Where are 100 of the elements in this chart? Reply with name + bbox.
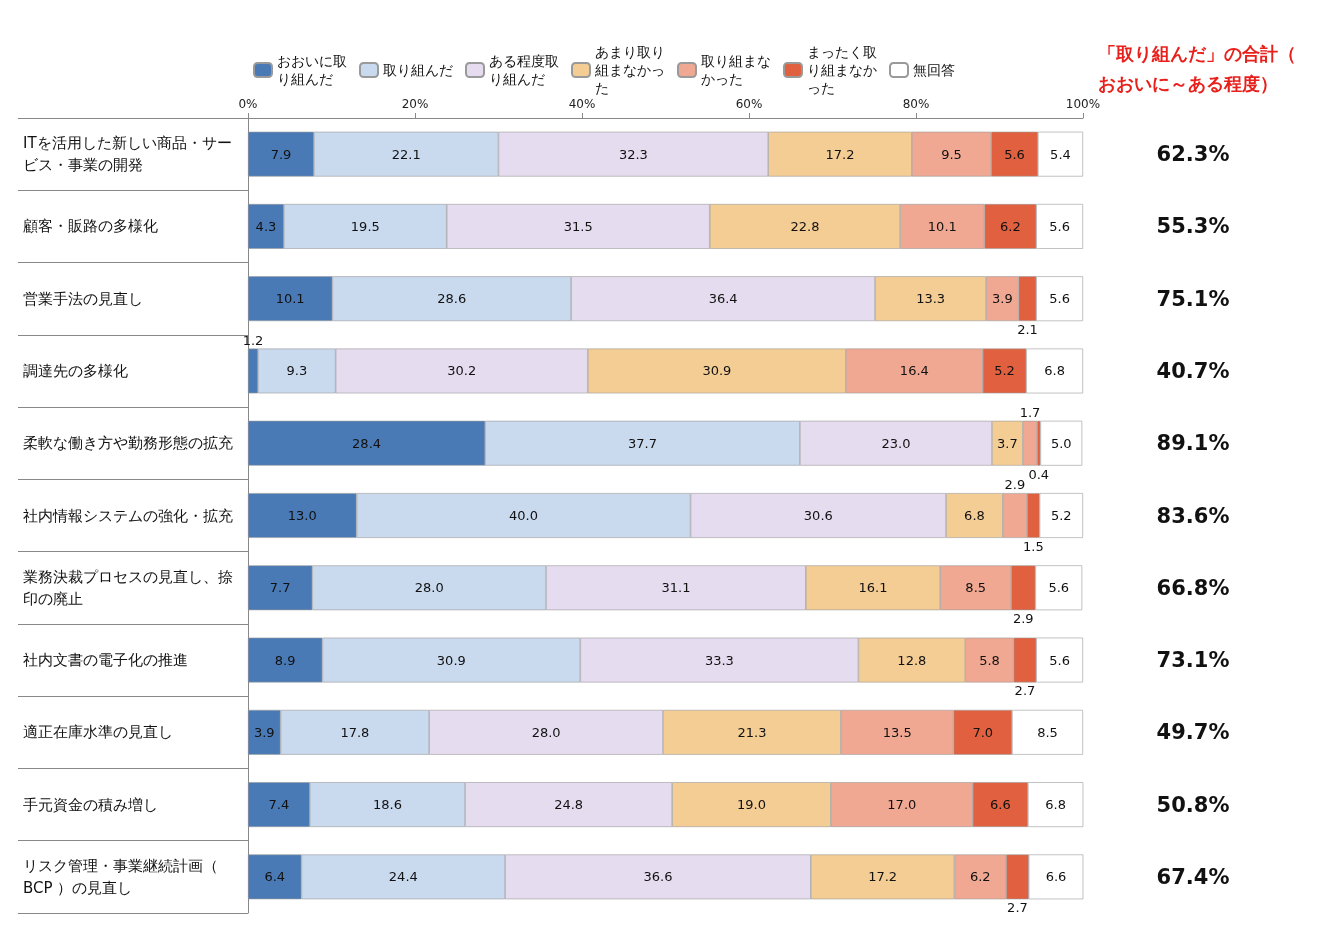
data-label: 0.4 [1028, 466, 1050, 482]
data-label: 7.9 [270, 146, 292, 162]
data-label: 5.2 [994, 363, 1015, 379]
data-label: 7.0 [972, 724, 994, 740]
y-tick-label: 社内文書の電子化の推進 [23, 651, 188, 670]
data-label: 21.3 [737, 724, 767, 740]
legend-label: まったく取り組まなかった [807, 44, 877, 96]
text: 62.3% [1156, 142, 1230, 167]
data-label: 5.6 [1049, 652, 1070, 668]
data-label: 32.3 [618, 146, 648, 162]
bar [1040, 420, 1083, 466]
y-tick-label: 手元資金の積み増し [23, 795, 158, 814]
data-label: 3.7 [997, 435, 1018, 451]
x-tick-label: 100% [1065, 97, 1101, 111]
data-label: 22.1 [391, 146, 421, 162]
data-label: 3.9 [253, 724, 275, 740]
data-label: 28.4 [352, 435, 382, 451]
data-label: 24.4 [388, 869, 418, 885]
text: 66.8% [1156, 575, 1230, 600]
data-label: 5.6 [1004, 146, 1025, 162]
data-label: 22.8 [790, 218, 820, 234]
data-label: 6.8 [1045, 797, 1066, 813]
data-label: 30.9 [436, 652, 466, 668]
text: 50.8% [1156, 792, 1230, 817]
data-label: 8.5 [965, 580, 987, 596]
data-label: 13.3 [916, 291, 946, 307]
data-label: 6.8 [964, 508, 985, 523]
text: 40.7% [1156, 358, 1230, 383]
data-label: 5.0 [1050, 435, 1072, 451]
data-label: 30.9 [702, 363, 732, 379]
text: 73.1% [1156, 648, 1230, 673]
y-tick-label: リスク管理・事業継続計画（BCP ）の見直し [23, 856, 218, 897]
legend-label: 取り組まなかった [701, 53, 771, 87]
data-label: 5.6 [1049, 218, 1070, 234]
data-label: 13.0 [287, 508, 317, 523]
data-label: 5.4 [1050, 146, 1071, 162]
data-label: 2.7 [1014, 683, 1036, 699]
data-label: 28.0 [414, 580, 444, 596]
data-label: 7.7 [269, 580, 291, 596]
data-label: 30.6 [803, 508, 833, 523]
legend-label: おおいに取り組んだ [277, 53, 347, 87]
data-label: 5.8 [979, 652, 1000, 668]
data-label: 3.9 [992, 291, 1013, 307]
data-label: 31.1 [661, 580, 691, 596]
data-label: 17.2 [868, 869, 898, 885]
data-label: 1.2 [242, 332, 264, 348]
data-label: 6.6 [1045, 869, 1067, 885]
data-label: 13.5 [882, 724, 912, 740]
y-tick-label: 調達先の多様化 [23, 361, 128, 380]
text: 89.1% [1156, 431, 1230, 456]
data-label: 36.6 [643, 869, 673, 885]
data-label: 1.5 [1022, 538, 1044, 554]
legend-label: ある程度取り組んだ [489, 53, 559, 87]
y-tick-label: 柔軟な働き方や勤務形態の拡充 [23, 434, 233, 453]
data-label: 2.9 [1012, 611, 1034, 627]
x-tick-label: 80% [902, 97, 930, 111]
x-tick-label: 0% [238, 97, 258, 111]
data-label: 40.0 [509, 508, 539, 523]
data-label: 6.2 [969, 869, 991, 885]
data-label: 6.4 [264, 869, 286, 885]
data-label: 2.7 [1007, 900, 1028, 916]
legend-label: 無回答 [913, 62, 955, 78]
text: 75.1% [1156, 286, 1230, 311]
x-tick-label: 40% [568, 97, 596, 111]
data-label: 2.1 [1017, 322, 1038, 338]
data-label: 16.1 [858, 580, 888, 596]
data-label: 28.6 [437, 291, 467, 307]
data-label: 28.0 [531, 724, 561, 740]
legend-label: 取り組んだ [383, 62, 453, 78]
y-tick-label: ITを活用した新しい商品・サービス・事業の開発 [23, 134, 232, 175]
y-tick-label: 営業手法の見直し [23, 289, 143, 308]
y-tick-label: 社内情報システムの強化・拡充 [23, 506, 233, 525]
data-label: 17.8 [340, 724, 370, 740]
text: 49.7% [1156, 720, 1230, 745]
data-label: 36.4 [708, 291, 738, 307]
data-label: 6.2 [1000, 218, 1021, 234]
data-label: 17.2 [825, 146, 855, 162]
data-label: 23.0 [881, 435, 911, 451]
data-label: 5.6 [1048, 580, 1070, 596]
data-label: 18.6 [372, 797, 402, 813]
data-label: 7.4 [268, 797, 290, 813]
data-label: 5.2 [1050, 508, 1072, 523]
data-label: 9.3 [286, 363, 308, 379]
x-tick-label: 20% [401, 97, 429, 111]
data-label: 24.8 [554, 797, 584, 813]
data-label: 30.2 [447, 363, 477, 379]
data-label: 2.9 [1004, 477, 1026, 493]
data-label: 16.4 [899, 363, 929, 379]
data-label: 31.5 [563, 218, 593, 234]
legend-label: あまり取り組まなかった [594, 44, 665, 96]
data-label: 5.6 [1049, 291, 1070, 307]
data-label: 10.1 [927, 218, 957, 234]
text: 55.3% [1156, 214, 1230, 239]
text: 83.6% [1156, 503, 1230, 528]
data-label: 8.9 [274, 652, 296, 668]
data-label: 8.5 [1037, 724, 1058, 740]
y-tick-label: 顧客・販路の多様化 [23, 217, 158, 236]
data-label: 12.8 [897, 652, 927, 668]
x-tick-label: 60% [735, 97, 763, 111]
data-label: 19.0 [737, 797, 766, 813]
